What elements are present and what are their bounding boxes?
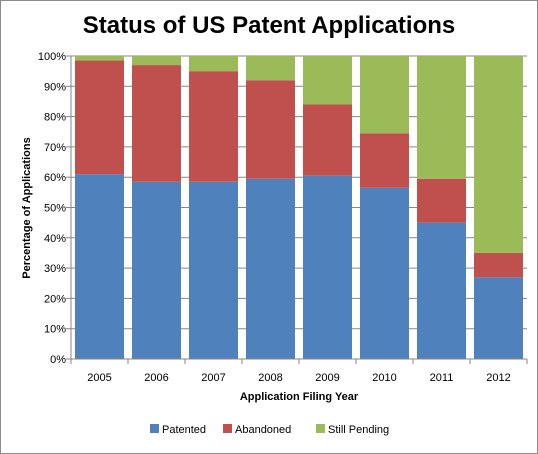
bar-still-pending — [417, 56, 466, 179]
bar-abandoned — [246, 80, 295, 178]
bar-still-pending — [303, 56, 352, 104]
x-tick-label: 2010 — [372, 372, 396, 384]
x-tick-label: 2009 — [315, 372, 339, 384]
y-tick-label: 60% — [44, 172, 66, 184]
bar-still-pending — [360, 56, 409, 133]
bar-still-pending — [246, 56, 295, 80]
bar-abandoned — [360, 133, 409, 188]
x-tick-label: 2005 — [87, 372, 111, 384]
bar-still-pending — [132, 56, 181, 65]
legend-label: Abandoned — [235, 424, 291, 436]
y-tick-labels: 0% 10% 20% 30% 40% 50% 60% 70% 80% 90% 100% — [38, 51, 66, 366]
bar-abandoned — [75, 61, 124, 175]
bar-patented — [360, 188, 409, 359]
bar-patented — [417, 223, 466, 359]
y-tick-label: 70% — [44, 142, 66, 154]
x-tick-label: 2006 — [144, 372, 168, 384]
bar-still-pending — [75, 56, 124, 61]
x-tick-labels: 2005 2006 2007 2008 2009 2010 2011 2012 — [87, 372, 510, 384]
bar-abandoned — [303, 104, 352, 175]
y-tick-label: 40% — [44, 233, 66, 245]
y-tick-label: 10% — [44, 324, 66, 336]
bar-patented — [189, 182, 238, 359]
x-tick-label: 2008 — [258, 372, 282, 384]
legend-label: Patented — [162, 424, 206, 436]
x-tick-label: 2007 — [201, 372, 225, 384]
legend-swatch-patented — [150, 424, 159, 433]
y-axis-title: Percentage of Applications — [21, 137, 33, 278]
bar-abandoned — [417, 179, 466, 223]
legend: Patented Abandoned Still Pending — [150, 424, 389, 436]
bar-still-pending — [189, 56, 238, 71]
bar-patented — [75, 174, 124, 359]
x-tick-label: 2011 — [430, 372, 454, 384]
bar-abandoned — [132, 65, 181, 182]
y-tick-label: 50% — [44, 203, 66, 215]
y-tick-label: 80% — [44, 112, 66, 124]
legend-swatch-still-pending — [316, 424, 325, 433]
bar-patented — [474, 277, 523, 359]
bar-patented — [246, 179, 295, 359]
y-tick-label: 100% — [38, 51, 66, 63]
x-axis-title: Application Filing Year — [240, 391, 359, 403]
bar-patented — [132, 182, 181, 359]
x-tick-label: 2012 — [486, 372, 510, 384]
y-tick-label: 30% — [44, 263, 66, 275]
bar-patented — [303, 176, 352, 359]
y-tick-label: 20% — [44, 293, 66, 305]
y-tick-label: 90% — [44, 81, 66, 93]
legend-swatch-abandoned — [223, 424, 232, 433]
bar-abandoned — [474, 253, 523, 277]
y-tick-label: 0% — [50, 354, 66, 366]
bar-still-pending — [474, 56, 523, 253]
chart-title: Status of US Patent Applications — [83, 12, 455, 39]
bar-abandoned — [189, 71, 238, 182]
legend-label: Still Pending — [328, 424, 389, 436]
